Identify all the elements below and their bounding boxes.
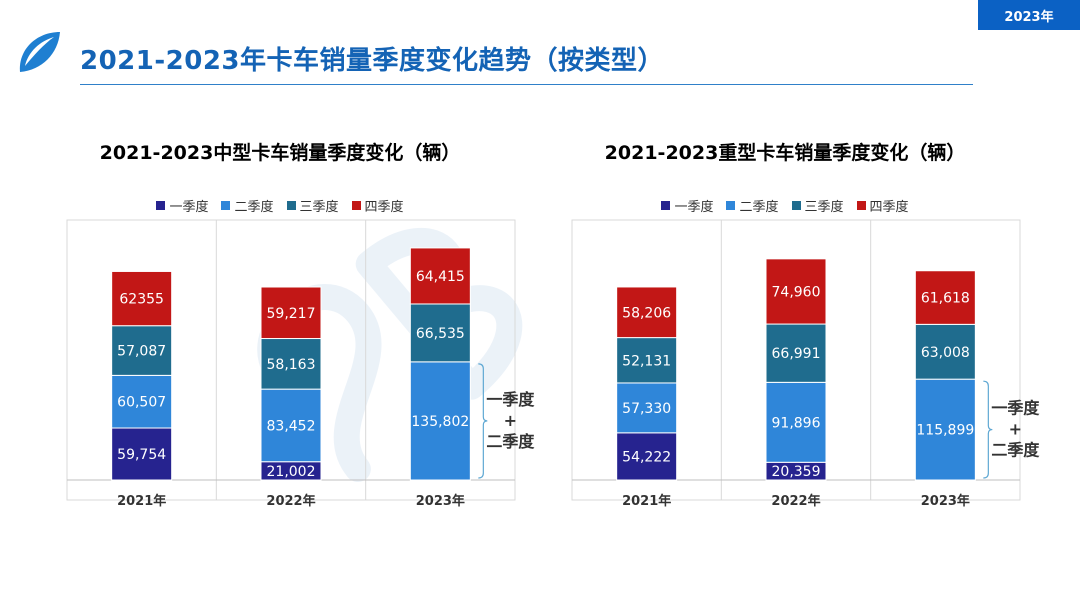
bar-q2 <box>914 378 976 481</box>
plot-frame <box>66 219 516 501</box>
chart-title: 2021-2023重型卡车销量季度变化（辆） <box>604 142 966 164</box>
data-label: 54,222 <box>622 449 671 465</box>
page-title: 2021-2023年卡车销量季度变化趋势（按类型） <box>80 46 665 76</box>
x-tick-label: 2022年 <box>771 493 820 509</box>
legend-item-q2: 二季度 <box>221 196 274 215</box>
data-label: 74,960 <box>772 284 821 300</box>
bar-q3 <box>914 323 976 380</box>
bar-q4 <box>409 247 471 305</box>
legend-label-q2: 二季度 <box>234 200 274 215</box>
x-tick-label: 2023年 <box>416 493 465 509</box>
data-label: 62355 <box>119 292 164 308</box>
data-label: 58,163 <box>267 357 316 373</box>
data-label: 135,802 <box>411 414 469 430</box>
legend-swatch-q2 <box>221 201 231 210</box>
data-label: 83,452 <box>267 418 316 434</box>
legend-item-q3: 三季度 <box>286 196 339 215</box>
medium-truck-chart: 2021-2023中型卡车销量季度变化（辆） 一季度 二季度 三季度 四季度 5… <box>45 130 535 530</box>
legend-label-q3: 三季度 <box>804 200 844 215</box>
bar-q3 <box>616 337 678 384</box>
legend-swatch-q1 <box>661 201 671 210</box>
legend-item-q1: 一季度 <box>661 196 713 215</box>
legend-label-q4: 四季度 <box>364 200 404 215</box>
data-label: 20,359 <box>772 464 821 480</box>
bar-q4 <box>260 286 322 340</box>
legend-swatch-q4 <box>856 201 866 210</box>
data-label: 58,206 <box>622 305 671 321</box>
legend-item-q4: 四季度 <box>351 196 404 215</box>
bar-q3 <box>111 325 173 376</box>
chart-plot: 59,754 60,507 57,087 62355 2021年 21,002 83,452… <box>66 219 535 509</box>
x-tick-label: 2021年 <box>622 493 671 509</box>
leaf-logo-icon <box>19 32 60 72</box>
annotation-text: + <box>504 411 517 430</box>
data-label: 21,002 <box>267 464 316 480</box>
bar-q3 <box>260 338 322 390</box>
data-label: 115,899 <box>916 423 974 439</box>
data-label: 59,217 <box>267 306 316 322</box>
bar-q3 <box>765 323 827 383</box>
data-label: 57,087 <box>117 344 166 360</box>
bar-q2 <box>616 382 678 434</box>
bar-q1 <box>616 432 678 481</box>
annotation-bracket <box>478 363 488 479</box>
data-label: 66,535 <box>416 326 465 342</box>
bar-q3 <box>409 303 471 363</box>
heavy-truck-chart: 2021-2023重型卡车销量季度变化（辆） 一季度 二季度 三季度 四季度 5… <box>550 130 1040 530</box>
bar-q1 <box>111 427 173 481</box>
data-label: 52,131 <box>622 353 671 369</box>
legend-label-q3: 三季度 <box>299 200 339 215</box>
bar-q2 <box>260 388 322 463</box>
legend-swatch-q3 <box>791 201 801 210</box>
annotation-text: 二季度 <box>486 432 535 451</box>
legend-swatch-q2 <box>726 201 736 210</box>
legend-item-q1: 一季度 <box>156 196 208 215</box>
data-label: 57,330 <box>622 401 671 417</box>
plot-frame <box>571 219 1021 501</box>
legend-label-q1: 一季度 <box>169 200 209 215</box>
legend-swatch-q4 <box>351 201 361 210</box>
annotation-text: + <box>1009 420 1022 439</box>
bar-q2 <box>765 381 827 463</box>
data-label: 91,896 <box>772 415 821 431</box>
annotation-text: 一季度 <box>991 399 1040 418</box>
legend-swatch-q1 <box>156 201 166 210</box>
legend-item-q4: 四季度 <box>856 196 909 215</box>
year-badge: 2023年 <box>978 0 1080 30</box>
legend-swatch-q3 <box>286 201 296 210</box>
annotation-text: 二季度 <box>991 441 1040 460</box>
title-divider <box>80 84 973 85</box>
data-label: 60,507 <box>117 395 166 411</box>
bar-q4 <box>914 270 976 325</box>
bar-q4 <box>111 270 173 327</box>
x-tick-label: 2023年 <box>921 493 970 509</box>
legend-item-q3: 三季度 <box>791 196 844 215</box>
data-label: 66,991 <box>772 346 821 362</box>
bar-q2 <box>409 361 471 481</box>
data-label: 63,008 <box>921 345 970 361</box>
chart-title: 2021-2023中型卡车销量季度变化（辆） <box>99 142 461 164</box>
legend-label-q4: 四季度 <box>869 200 909 215</box>
legend-item-q2: 二季度 <box>726 196 779 215</box>
bar-q4 <box>616 286 678 339</box>
bar-q4 <box>765 258 827 325</box>
x-tick-label: 2022年 <box>266 493 315 509</box>
chart-legend: 一季度 二季度 三季度 四季度 <box>45 196 515 215</box>
data-label: 59,754 <box>117 447 166 463</box>
annotation-bracket <box>983 380 993 479</box>
chart-legend: 一季度 二季度 三季度 四季度 <box>550 196 1020 215</box>
chart-plot: 54,222 57,330 52,131 58,206 2021年 20,359 91,89… <box>571 219 1040 509</box>
data-label: 61,618 <box>921 291 970 307</box>
bar-q2 <box>111 374 173 429</box>
legend-label-q2: 二季度 <box>739 200 779 215</box>
x-tick-label: 2021年 <box>117 493 166 509</box>
legend-label-q1: 一季度 <box>674 200 714 215</box>
annotation-text: 一季度 <box>486 390 535 409</box>
data-label: 64,415 <box>416 269 465 285</box>
